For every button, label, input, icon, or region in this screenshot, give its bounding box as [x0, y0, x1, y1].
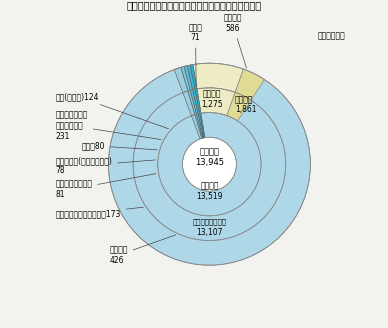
Wedge shape: [196, 114, 203, 138]
Wedge shape: [197, 88, 235, 115]
Wedge shape: [174, 67, 188, 93]
Text: その他
71: その他 71: [189, 23, 203, 86]
Text: 出退勤途上(公務上のもの)
78: 出退勤途上(公務上のもの) 78: [55, 156, 155, 175]
Text: レクリエーション参加中173: レクリエーション参加中173: [55, 207, 144, 218]
Text: 肝炎(伝染性)124: 肝炎(伝染性)124: [55, 92, 168, 129]
Text: 負　　傷: 負 傷: [200, 181, 219, 190]
Wedge shape: [235, 69, 264, 100]
Circle shape: [182, 137, 236, 191]
Wedge shape: [184, 66, 192, 90]
Text: その他80: その他80: [81, 141, 157, 150]
Text: 図６－２　公務災害及び通勤災害の事由別認定件数: 図６－２ 公務災害及び通勤災害の事由別認定件数: [126, 0, 262, 10]
Text: 公務上の負傷に
起因する疾病
231: 公務上の負傷に 起因する疾病 231: [55, 111, 161, 141]
Text: （単位：件）: （単位：件）: [317, 31, 345, 41]
Text: 13,519: 13,519: [196, 192, 223, 201]
Wedge shape: [198, 113, 204, 138]
Circle shape: [108, 63, 310, 265]
Wedge shape: [199, 113, 205, 138]
Text: 通勤災害
1,861: 通勤災害 1,861: [235, 95, 256, 114]
Wedge shape: [191, 115, 202, 139]
Wedge shape: [190, 65, 197, 89]
Circle shape: [133, 88, 286, 240]
Wedge shape: [195, 114, 203, 138]
Text: 自己の職務遂行中: 自己の職務遂行中: [192, 218, 227, 225]
Text: 出勤途上
1,275: 出勤途上 1,275: [201, 89, 223, 109]
Wedge shape: [188, 90, 196, 115]
Wedge shape: [183, 91, 195, 116]
Wedge shape: [190, 90, 198, 114]
Text: 13,107: 13,107: [196, 228, 223, 236]
Wedge shape: [193, 63, 243, 92]
Wedge shape: [192, 89, 199, 114]
Wedge shape: [227, 92, 251, 121]
Text: 疾　　病
426: 疾 病 426: [109, 235, 176, 265]
Circle shape: [158, 113, 261, 216]
Text: 13,945: 13,945: [195, 158, 224, 167]
Text: 公務災害: 公務災害: [199, 147, 220, 156]
Wedge shape: [187, 65, 195, 90]
Text: 退勤途上
586: 退勤途上 586: [223, 14, 246, 68]
Wedge shape: [195, 89, 201, 113]
Wedge shape: [181, 67, 190, 91]
Text: 出張又は赴任途上
81: 出張又は赴任途上 81: [55, 174, 156, 198]
